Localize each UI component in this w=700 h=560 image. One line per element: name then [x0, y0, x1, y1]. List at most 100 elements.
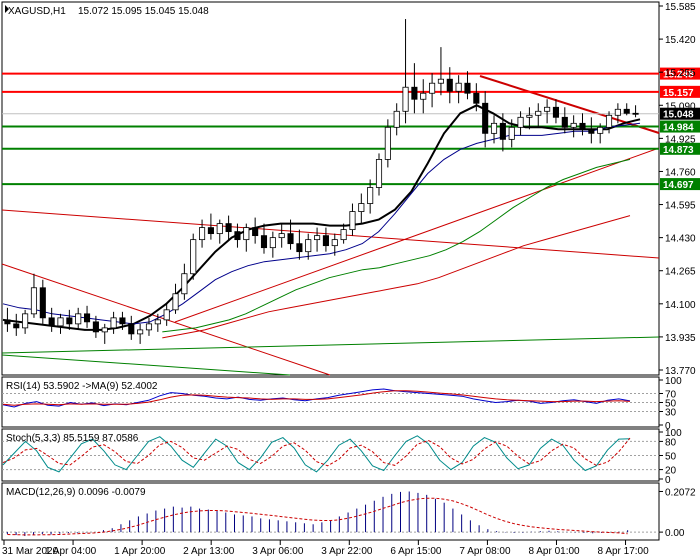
candle-body [349, 211, 356, 231]
candle-body [234, 231, 241, 241]
stoch-tick-label: 100 [665, 428, 682, 439]
macd-tick-label: 0.2072 [665, 487, 696, 498]
candle-body [579, 122, 586, 130]
price-tick-label: 14.760 [665, 167, 696, 178]
candle-body [4, 319, 11, 325]
rsi-lines [2, 388, 631, 408]
candle-body [66, 317, 73, 325]
time-tick-label: 8 Apr 17:00 [598, 546, 650, 557]
price-tick-label: 15.090 [665, 101, 696, 112]
candle-body [252, 227, 259, 237]
rsi-grid [2, 393, 659, 412]
price-axis: 15.585 15.420 15.255 15.090 14.925 14.760 14.5… [659, 2, 696, 377]
candle-body [614, 108, 621, 116]
stoch-label: Stoch(5,3,3) 85.5159 87.0586 [6, 433, 139, 444]
candle-body [305, 239, 312, 253]
candle-body [119, 317, 126, 325]
candle-body [384, 126, 391, 160]
level-tag [660, 178, 700, 191]
time-tick-label: 1 Apr 04:00 [45, 546, 97, 557]
candle-body [30, 287, 38, 315]
candle-body [57, 317, 64, 327]
rsi-tick-label: 70 [665, 390, 677, 401]
candle-body [429, 82, 436, 94]
rsi-label: RSI(14) 53.5902 ->MA(9) 52.4002 [6, 381, 158, 392]
candle-body [597, 126, 604, 134]
candle-body [526, 114, 533, 118]
stoch-tick-label: 80 [665, 437, 677, 448]
time-tick-label: 1 Apr 20:00 [114, 546, 166, 557]
macd-label: MACD(12,26,9) 0.0096 -0.0079 [6, 487, 146, 498]
macd-signal [7, 497, 628, 536]
moving-average-line [2, 104, 641, 331]
candle-body [508, 126, 515, 140]
price-tick-label: 15.255 [665, 68, 696, 79]
candle-body [420, 92, 427, 100]
rsi-series-line [2, 390, 631, 406]
candle-body [314, 235, 321, 241]
price-tick-label: 14.595 [665, 201, 696, 212]
support-trendline-low [1, 354, 291, 376]
moving-average-line [162, 215, 631, 339]
downtrend-line-long [1, 209, 660, 259]
macd-panel-frame [1, 482, 660, 541]
candle-body [411, 86, 418, 100]
candle-body [455, 82, 462, 92]
stoch-grid [2, 440, 659, 471]
macd-signal-line [7, 497, 628, 536]
candle-body [92, 321, 99, 333]
candle-body [163, 309, 170, 321]
price-tick-label: 15.420 [665, 35, 696, 46]
candle-body [190, 239, 197, 275]
moving-average-line [2, 122, 641, 325]
candle-body [48, 317, 55, 327]
candle-body [482, 102, 489, 134]
level-tag [660, 85, 700, 98]
candle-body [331, 239, 338, 247]
stoch-tick-label: 20 [665, 466, 677, 477]
candle-body [632, 112, 639, 115]
moving-averages [2, 104, 641, 339]
candle-body [172, 293, 179, 311]
candle-body [340, 229, 347, 241]
resistance-trendline [479, 75, 660, 134]
candle-body [588, 128, 595, 134]
candle-body [75, 313, 82, 325]
level-tag-label: 14.873 [663, 145, 694, 156]
candle-body [110, 317, 117, 329]
candle-body [39, 287, 46, 319]
candle-body [22, 313, 29, 329]
candle-body [623, 108, 630, 114]
price-panel-frame [1, 1, 660, 376]
candle-body [101, 327, 108, 333]
rsi-tick-label: 0 [665, 421, 671, 432]
candle-body [552, 106, 560, 118]
time-tick-label: 6 Apr 15:00 [390, 546, 442, 557]
price-tick-label: 14.265 [665, 267, 696, 278]
candle-body [287, 233, 294, 245]
candle-body [570, 122, 577, 128]
time-tick-label: 2 Apr 13:00 [183, 546, 235, 557]
time-tick-label: 8 Apr 01:00 [528, 546, 580, 557]
candle-body [544, 106, 551, 112]
candle-body [181, 273, 188, 295]
level-tag-label: 15.248 [663, 70, 694, 81]
candle-body [145, 323, 153, 331]
candle-body [322, 235, 329, 247]
stoch-series-line [2, 435, 631, 473]
time-tick-label: 3 Apr 22:00 [321, 546, 373, 557]
level-tag [660, 142, 700, 155]
candle-body [225, 223, 232, 233]
price-tick-label: 14.100 [665, 300, 696, 311]
price-tick-label: 13.770 [665, 366, 696, 377]
chart-title: XAGUSD,H1 [8, 6, 66, 17]
macd-tick-label: 0.00 [665, 528, 685, 539]
level-tag-label: 14.984 [663, 123, 694, 134]
rsi-tick-label: 100 [665, 376, 682, 387]
uptrend-channel-line [174, 147, 660, 323]
horizontal-levels: 15.248 15.157 14.984 14.873 14.697 15.048 [2, 67, 700, 191]
candle-body [83, 313, 91, 323]
candle-body [216, 223, 223, 235]
